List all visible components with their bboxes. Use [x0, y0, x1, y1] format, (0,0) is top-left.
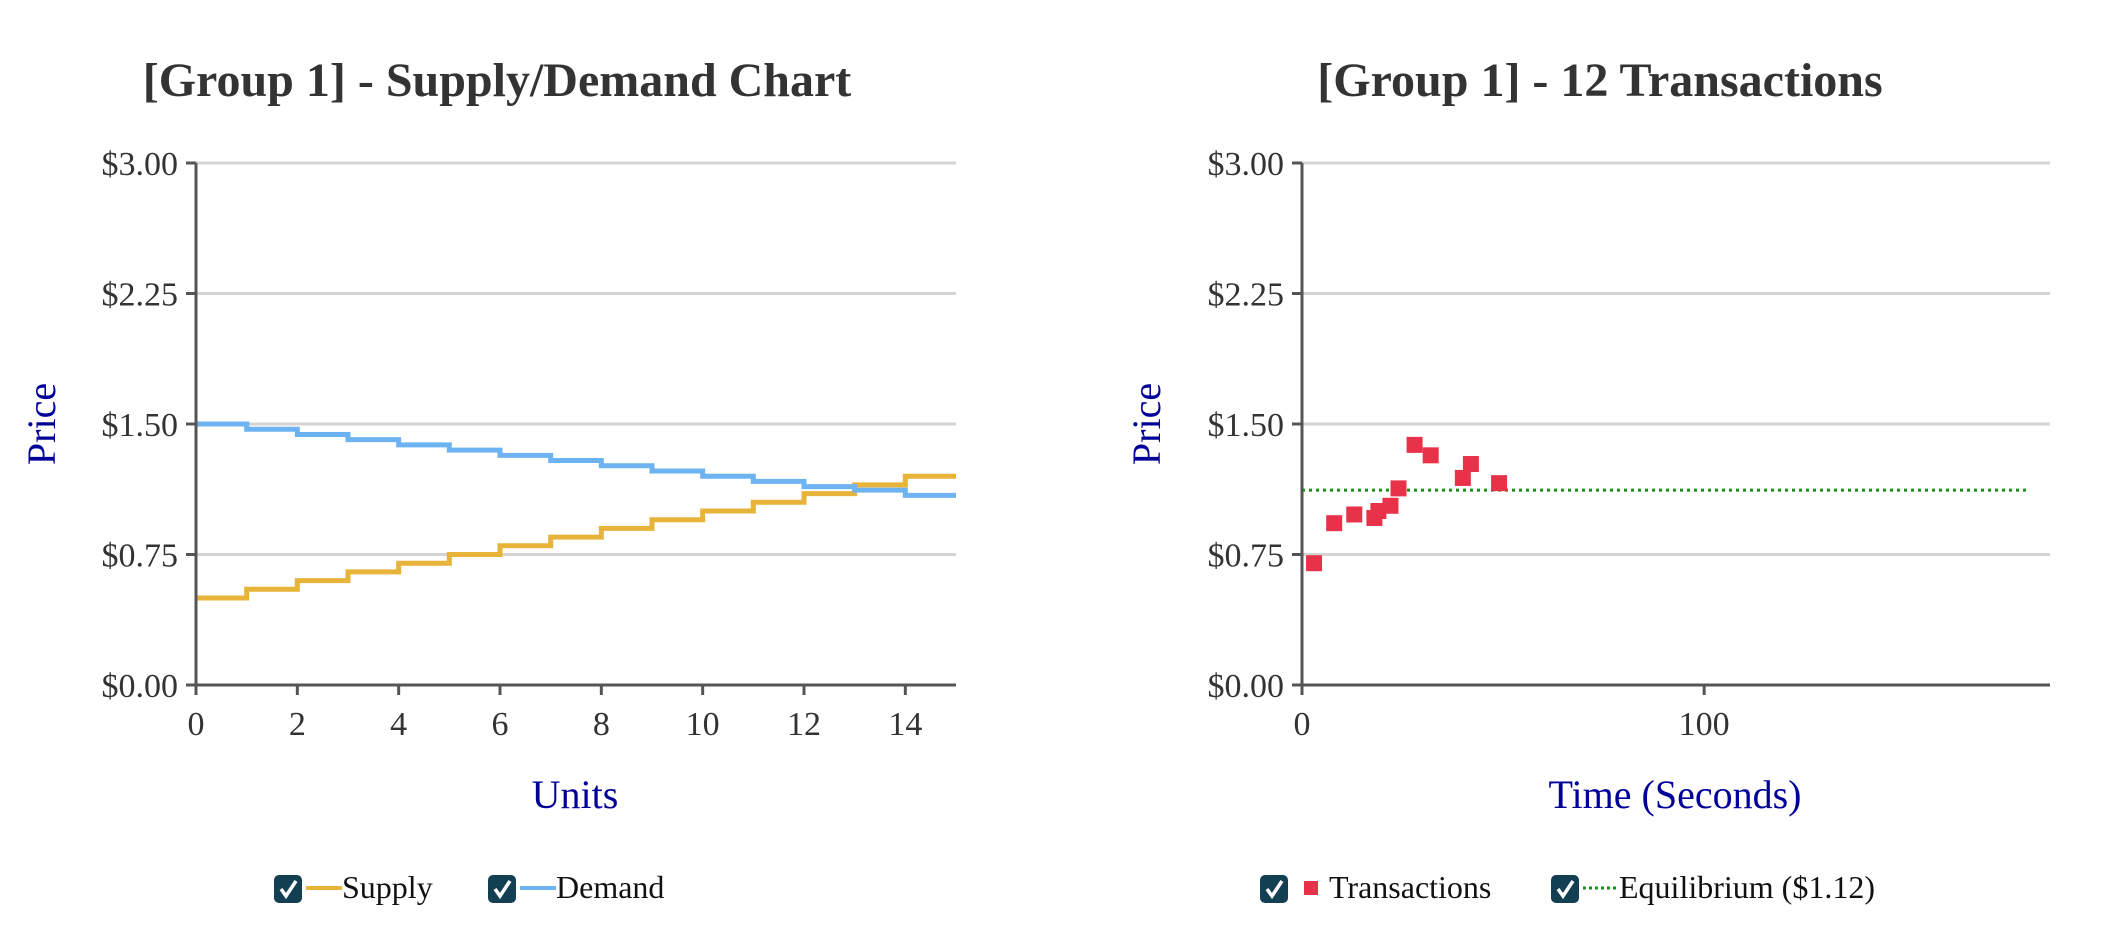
y-tick-label: $3.00	[1208, 146, 1285, 183]
equilibrium-legend-label: Equilibrium ($1.12)	[1619, 869, 1875, 905]
chart-title: [Group 1] - Supply/Demand Chart	[143, 54, 852, 107]
transaction-point	[1491, 475, 1508, 492]
x-axis-label: Units	[532, 772, 619, 817]
transaction-point	[1454, 469, 1471, 486]
x-tick-label: 6	[492, 706, 509, 743]
transactions-legend-label: Transactions	[1329, 869, 1491, 905]
y-tick-label: $0.00	[1208, 668, 1285, 705]
y-tick-label: $1.50	[1208, 407, 1285, 444]
check-icon	[493, 880, 512, 900]
transaction-point	[1346, 506, 1363, 523]
check-icon	[279, 880, 298, 900]
transactions-legend-swatch	[1304, 881, 1318, 895]
chart-title: [Group 1] - 12 Transactions	[1317, 54, 1882, 107]
series-marks	[1302, 436, 2030, 572]
x-tick-label: 100	[1679, 706, 1730, 743]
transaction-point	[1462, 456, 1479, 473]
x-tick-labels: 0 2 4 6 8 10 12 14	[188, 685, 922, 743]
transaction-point	[1370, 503, 1387, 519]
transaction-point	[1422, 447, 1439, 464]
transaction-point	[1306, 555, 1323, 572]
transaction-point	[1382, 497, 1399, 514]
x-axis-label: Time (Seconds)	[1549, 772, 1802, 817]
transactions-chart: [Group 1] - 12 Transactions $0.00 $0.75 $1…	[1124, 54, 2050, 905]
transaction-point	[1390, 480, 1407, 497]
y-tick-label: $0.00	[102, 668, 179, 705]
check-icon	[1556, 880, 1575, 900]
x-tick-labels: 0 100	[1294, 685, 1730, 743]
supply-legend-checkbox[interactable]	[274, 875, 302, 903]
gridlines	[1302, 161, 2050, 556]
legend: Supply Demand	[274, 869, 664, 905]
x-tick-label: 0	[188, 706, 205, 743]
transaction-point	[1326, 515, 1343, 532]
y-axis-label: Price	[19, 383, 64, 465]
x-tick-label: 8	[593, 706, 610, 743]
x-tick-label: 12	[787, 706, 821, 743]
y-tick-labels: $0.00 $0.75 $1.50 $2.25 $3.00	[102, 146, 196, 705]
x-tick-label: 4	[390, 706, 407, 743]
check-icon	[1265, 880, 1284, 900]
y-tick-label: $0.75	[102, 538, 179, 575]
legend: Transactions Equilibrium ($1.12)	[1260, 869, 1875, 905]
y-tick-label: $1.50	[102, 407, 179, 444]
y-axis-label: Price	[1124, 383, 1169, 465]
demand-legend-label: Demand	[556, 869, 664, 905]
y-tick-labels: $0.00 $0.75 $1.50 $2.25 $3.00	[1208, 146, 1302, 705]
demand-legend-checkbox[interactable]	[488, 875, 516, 903]
x-tick-label: 2	[289, 706, 306, 743]
transaction-point	[1406, 436, 1423, 453]
equilibrium-legend-checkbox[interactable]	[1551, 875, 1579, 903]
supply-legend-label: Supply	[342, 869, 433, 905]
x-tick-label: 10	[686, 706, 720, 743]
y-tick-label: $0.75	[1208, 538, 1285, 575]
gridlines	[196, 161, 956, 556]
series-lines	[196, 421, 956, 601]
x-tick-label: 14	[888, 706, 922, 743]
y-tick-label: $2.25	[1208, 277, 1285, 314]
transactions-legend-checkbox[interactable]	[1260, 875, 1288, 903]
supply-demand-chart: [Group 1] - Supply/Demand Chart $0.00$0.…	[19, 54, 956, 905]
y-tick-label: $2.25	[102, 277, 179, 314]
supply-step-line	[196, 473, 956, 601]
y-tick-label: $3.00	[102, 146, 179, 183]
demand-step-line	[196, 421, 956, 498]
x-tick-label: 0	[1294, 706, 1311, 743]
